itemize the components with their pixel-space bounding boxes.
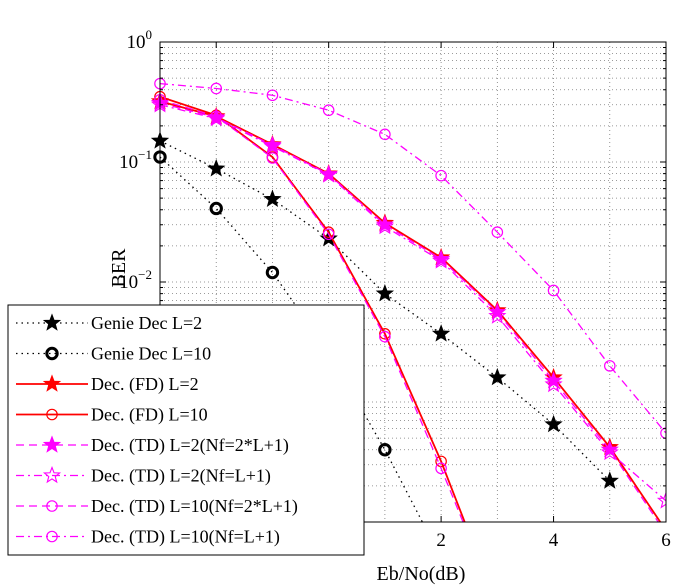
data-point-circle [547,284,560,297]
data-point-star-open [488,306,507,324]
data-point-circle [603,360,616,372]
legend-entry-8: Dec. (TD) L=10(Nf=L+1) [16,527,280,548]
legend-label: Dec. (TD) L=2(Nf=L+1) [91,466,271,487]
data-point-star [263,135,282,154]
data-point-star [207,159,226,177]
y-axis-label: BER [108,248,130,288]
series-line [159,100,662,522]
legend-entry-4: Dec. (FD) L=10 [16,405,208,426]
legend-entry-7: Dec. (TD) L=10(Nf=2*L+1) [16,496,298,517]
legend-entry-1: Genie Dec L=2 [16,313,202,333]
data-point-star-open [544,374,563,393]
data-point-circle [378,443,392,457]
data-point-circle [435,169,447,182]
legend-entry-5: Dec. (TD) L=2(Nf=2*L+1) [16,435,289,456]
data-point-star [544,414,563,433]
data-point-circle [46,530,58,543]
legend-label: Dec. (FD) L=2 [91,374,199,395]
x-axis-label: Eb/No(dB) [377,563,466,585]
data-point-star [488,302,507,321]
x-tick-label: 4 [549,530,559,551]
y-tick-label: 10−1 [119,147,152,173]
data-point-star [600,440,619,458]
data-point-circle [491,226,504,239]
data-point-star [488,367,507,386]
axis-ticks: −2024610010−110−2 [119,27,671,551]
data-point-star-open [600,442,619,461]
data-point-star [42,435,62,453]
series-line [159,99,464,522]
series-6 [150,95,666,509]
legend: Genie Dec L=2 Genie Dec L=10 Dec. (FD) L=2… [7,304,365,556]
y-tick-label: 100 [127,27,153,53]
data-point-circle [379,128,391,141]
legend-label: Dec. (TD) L=10(Nf=2*L+1) [91,496,298,517]
series-line [159,104,666,502]
data-point-star [42,313,62,331]
data-point-circle [210,110,223,123]
data-point-star [263,189,282,207]
data-point-star-open [42,465,62,484]
data-point-star [431,324,451,342]
data-point-circle [435,455,447,468]
data-point-circle [322,228,335,241]
data-point-circle [46,500,58,512]
data-point-circle [46,408,58,421]
data-point-circle [45,346,59,361]
data-point-circle [379,328,391,340]
legend-label: Genie Dec L=10 [91,344,211,364]
x-tick-label: 2 [436,530,446,551]
x-tick-label: 6 [661,530,671,551]
data-point-star [42,374,62,392]
data-point-star [375,215,395,233]
data-point-circle [209,201,223,216]
y-tick-label: 10−2 [119,267,152,293]
legend-label: Dec. (TD) L=10(Nf=L+1) [91,527,280,548]
data-point-circle [266,152,279,164]
legend-box [7,304,365,556]
data-point-circle [322,104,335,117]
data-point-circle [379,330,391,343]
legend-label: Dec. (FD) L=10 [91,405,208,426]
legend-entry-2: Genie Dec L=10 [16,344,211,364]
legend-entry-3: Dec. (FD) L=2 [16,374,199,395]
data-point-star [600,471,619,489]
data-point-star-open [432,251,451,269]
legend-entry-6: Dec. (TD) L=2(Nf=L+1) [16,466,271,487]
data-point-circle [265,265,280,280]
data-point-circle [210,82,223,95]
data-point-circle [266,89,279,102]
data-point-star [375,283,395,302]
legend-label: Dec. (TD) L=2(Nf=2*L+1) [91,435,289,456]
data-point-star-open [375,216,394,235]
legend-label: Genie Dec L=2 [91,313,202,333]
data-point-star-open [263,136,282,155]
data-point-star-open [656,491,666,509]
data-point-star-open [319,165,338,183]
series-line [159,82,666,434]
data-point-circle [435,462,447,475]
series-line [159,102,659,522]
series-line [159,140,611,482]
